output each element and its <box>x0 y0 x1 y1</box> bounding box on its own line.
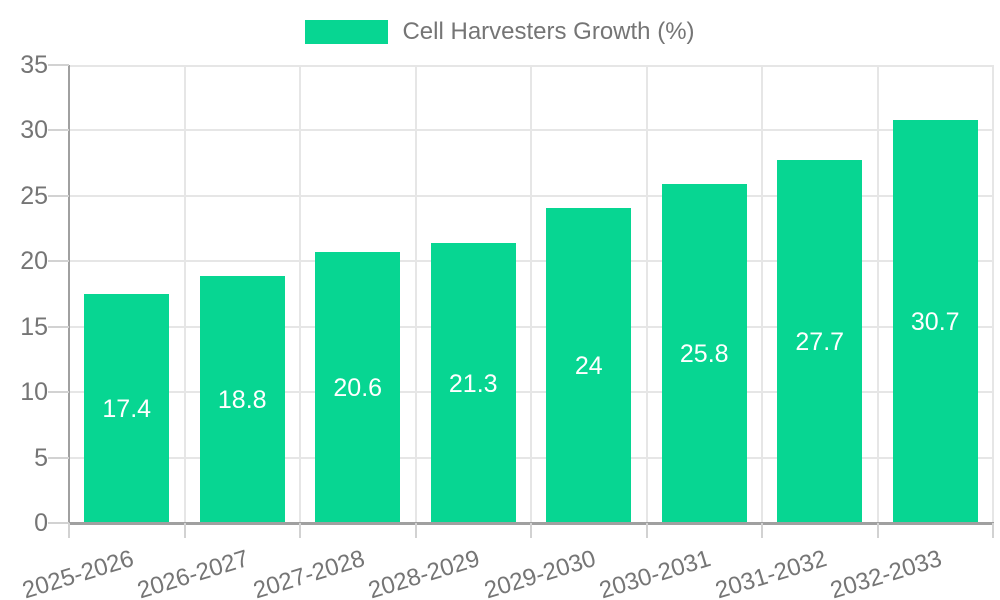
x-gridline <box>645 65 648 523</box>
bar-2031-2032[interactable] <box>777 159 863 522</box>
y-axis-tick <box>48 260 69 263</box>
x-gridline <box>761 65 763 523</box>
y-tick-label: 35 <box>20 51 48 79</box>
bar-2032-2033[interactable] <box>892 120 978 522</box>
bar-value-label: 20.6 <box>333 374 383 403</box>
legend[interactable]: Cell Harvesters Growth (%) <box>0 16 1000 48</box>
bar-value-label: 27.7 <box>795 327 845 356</box>
y-tick-label: 10 <box>20 378 48 407</box>
plot-area: 17.4 18.8 20.6 21.3 24 25.8 27.7 30.7 0 5 10 15 20 25… <box>19 51 994 600</box>
x-axis-tick <box>183 523 186 538</box>
y-tick-label: 15 <box>20 312 48 341</box>
bar-value-label: 25.8 <box>679 340 729 369</box>
x-axis-tick <box>645 523 648 538</box>
bar-2026-2027[interactable] <box>199 276 285 522</box>
y-tick-label: 0 <box>34 509 48 537</box>
legend-swatch <box>305 20 389 44</box>
x-gridline <box>876 65 879 523</box>
y-axis-line <box>68 65 70 525</box>
y-axis-tick <box>48 194 69 197</box>
bar-value-label: 24 <box>574 351 603 380</box>
y-axis-tick <box>48 391 69 394</box>
bar-value-label: 17.4 <box>102 395 152 424</box>
y-tick-label: 5 <box>34 443 48 472</box>
bar-2025-2026[interactable] <box>84 294 170 522</box>
x-axis-tick <box>992 523 994 538</box>
x-gridline <box>183 65 186 523</box>
y-tick-label: 20 <box>20 247 48 276</box>
y-axis-tick <box>48 325 69 328</box>
bar-value-label: 18.8 <box>217 385 267 414</box>
bar-2030-2031[interactable] <box>661 184 747 522</box>
legend-label: Cell Harvesters Growth (%) <box>402 18 695 45</box>
x-axis-tick <box>414 523 417 538</box>
x-axis-tick <box>761 523 763 538</box>
y-tick-label: 25 <box>20 181 48 210</box>
x-axis-tick <box>876 523 879 538</box>
x-gridline <box>530 65 532 523</box>
y-tick-label: 30 <box>20 116 48 145</box>
bar-2027-2028[interactable] <box>315 252 401 522</box>
bar-value-label: 21.3 <box>448 369 498 398</box>
bar-2029-2030[interactable] <box>546 207 632 522</box>
x-axis-tick <box>68 523 70 538</box>
y-axis-tick <box>48 64 69 66</box>
x-axis-tick <box>299 523 301 538</box>
y-axis-tick <box>48 456 69 459</box>
x-gridline <box>299 65 301 523</box>
y-axis-tick <box>48 522 69 524</box>
x-axis-tick <box>530 523 532 538</box>
x-gridline <box>992 65 994 523</box>
y-axis-tick <box>48 129 69 132</box>
x-gridline <box>414 65 417 523</box>
bar-value-label: 30.7 <box>910 308 960 337</box>
bar-2028-2029[interactable] <box>430 243 516 522</box>
